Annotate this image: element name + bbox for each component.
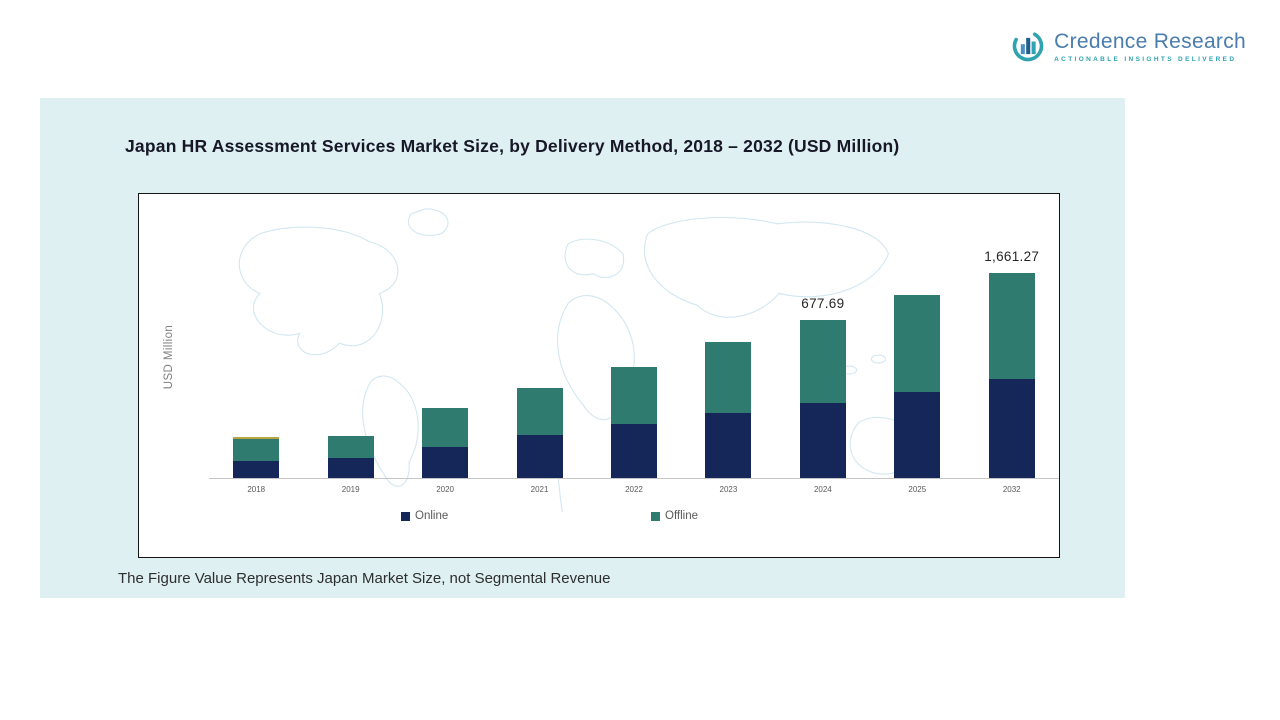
logo-text-block: Credence Research Actionable Insights De… [1054, 30, 1246, 63]
offline-bar-2019 [327, 436, 374, 458]
online-bar-2025 [894, 392, 941, 478]
online-bar-2020 [422, 447, 469, 478]
bar-group-2020: 2020 [398, 194, 492, 494]
online-bar-2032 [988, 379, 1035, 478]
value-label-2024: 677.69 [801, 296, 845, 311]
chart-footnote: The Figure Value Represents Japan Market… [118, 570, 611, 587]
offline-bar-2018 [233, 439, 280, 461]
offline-bar-2025 [894, 295, 941, 392]
x-tick-2018: 2018 [247, 485, 266, 494]
bar-group-2018: 2018 [209, 194, 303, 494]
chart-title: Japan HR Assessment Services Market Size… [125, 136, 900, 156]
legend-swatch-offline [651, 511, 660, 521]
x-tick-2032: 2032 [1002, 485, 1021, 494]
online-bar-2023 [705, 413, 752, 478]
x-tick-2025: 2025 [908, 485, 927, 494]
bar-group-2023: 2023 [681, 194, 775, 494]
legend-label-online: Online [415, 510, 449, 522]
bar-group-2025: 2025 [870, 194, 964, 494]
offline-bar-2021 [516, 388, 563, 435]
x-tick-2019: 2019 [341, 485, 360, 494]
credence-research-logo-icon [1012, 30, 1044, 62]
bar-group-2022: 2022 [587, 194, 681, 494]
bar-group-2019: 2019 [303, 194, 397, 494]
legend-item-offline: Offline [651, 510, 698, 522]
offline-bar-2024 [799, 320, 846, 403]
chart-panel: Japan HR Assessment Services Market Size… [40, 98, 1125, 598]
online-bar-2024 [799, 403, 846, 478]
bar-group-2021: 2021 [492, 194, 586, 494]
bar-group-2024: 677.69 2024 [776, 194, 870, 494]
legend-label-offline: Offline [665, 510, 699, 522]
y-axis-label: USD Million [163, 325, 175, 390]
x-axis-line [209, 478, 1059, 479]
value-label-2032: 1,661.27 [984, 249, 1040, 264]
logo-tagline: Actionable Insights Delivered [1054, 55, 1237, 63]
online-bar-2022 [610, 424, 657, 478]
offline-bar-2022 [610, 367, 657, 424]
offline-bar-2023 [705, 342, 752, 413]
bar-group-2032: 1,661.27 2032 [965, 194, 1059, 494]
chart-plot-area: USD Million 2018 2019 2020 2021 2022 2023 677.… [138, 193, 1060, 558]
offline-bar-2020 [422, 408, 469, 447]
legend-swatch-online [401, 511, 410, 521]
x-tick-2020: 2020 [436, 485, 454, 494]
x-tick-2024: 2024 [813, 485, 832, 494]
x-tick-2022: 2022 [625, 485, 643, 494]
online-bar-2019 [327, 458, 374, 478]
chart-legend: Online Offline [139, 510, 1059, 526]
offline-bar-2032 [988, 273, 1035, 379]
online-bar-2018 [233, 461, 280, 478]
online-bar-2021 [516, 435, 563, 478]
bars-area: 2018 2019 2020 2021 2022 2023 677.69 2024 2025 1,… [209, 194, 1059, 494]
legend-item-online: Online [401, 510, 448, 522]
logo-name: Credence Research [1054, 29, 1246, 53]
bar-cap-2018 [233, 437, 280, 439]
x-tick-2021: 2021 [530, 485, 549, 494]
credence-research-logo: Credence Research Actionable Insights De… [1010, 28, 1246, 64]
x-tick-2023: 2023 [719, 485, 738, 494]
